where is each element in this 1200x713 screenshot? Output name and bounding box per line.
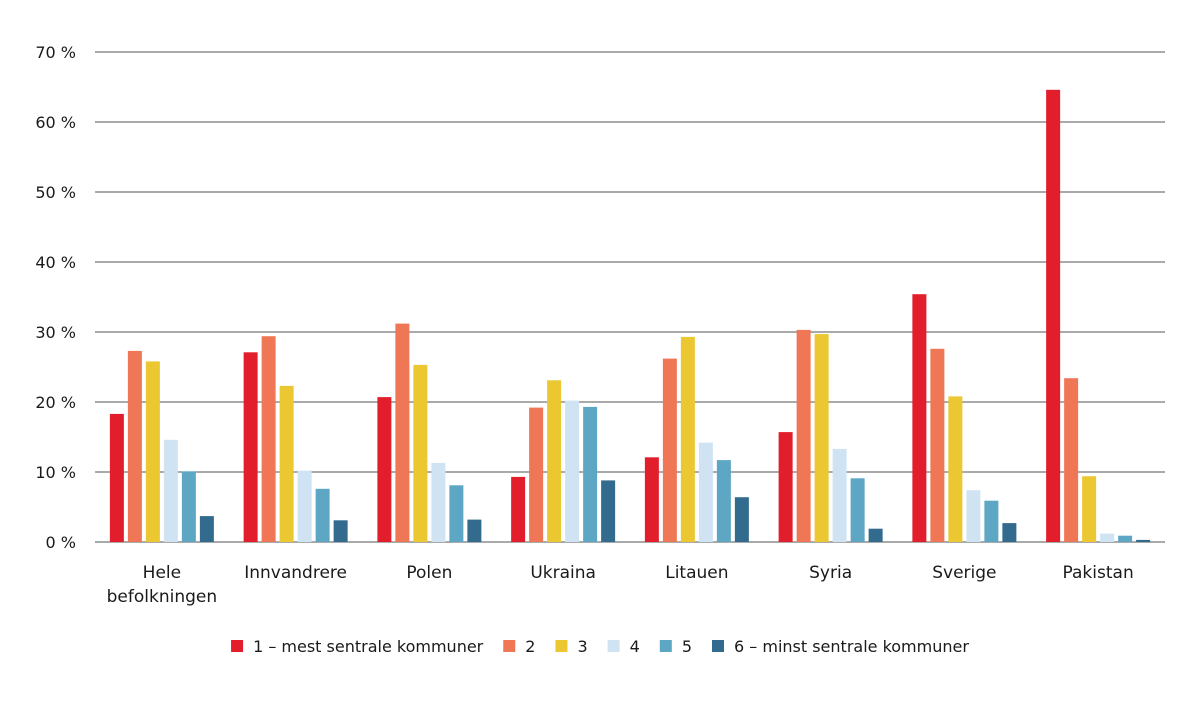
bar xyxy=(163,439,178,542)
bar xyxy=(449,485,464,542)
bar xyxy=(948,396,963,542)
bar xyxy=(698,442,713,542)
bar xyxy=(1002,523,1017,542)
bar xyxy=(279,385,294,542)
y-tick-label: 10 % xyxy=(35,463,76,482)
bar xyxy=(601,480,616,542)
x-tick-label: Innvandrere xyxy=(244,563,347,583)
bar xyxy=(145,361,160,542)
x-tick-label: Hele xyxy=(143,563,181,583)
bar xyxy=(716,460,731,542)
bar xyxy=(912,294,927,542)
bar xyxy=(127,350,142,542)
y-tick-label: 50 % xyxy=(35,183,76,202)
bar xyxy=(315,488,330,542)
bar xyxy=(814,334,829,542)
bar xyxy=(243,352,258,542)
bar xyxy=(778,432,793,542)
bar xyxy=(565,400,580,542)
bar xyxy=(431,462,446,542)
legend-item: 1 – mest sentrale kommuner xyxy=(231,637,484,656)
bar xyxy=(1118,535,1133,542)
bar xyxy=(930,348,945,542)
legend-swatch xyxy=(659,640,672,652)
x-tick-label: Pakistan xyxy=(1063,563,1134,583)
bar xyxy=(297,470,312,542)
legend-swatch xyxy=(503,640,516,652)
legend-label: 1 – mest sentrale kommuner xyxy=(253,637,484,656)
bar xyxy=(1064,378,1079,542)
bar xyxy=(832,448,847,542)
bars xyxy=(109,89,1151,543)
legend-label: 4 xyxy=(630,637,640,656)
legend-item: 4 xyxy=(607,637,640,656)
bar xyxy=(734,497,749,542)
bar xyxy=(984,500,999,542)
y-tick-label: 60 % xyxy=(35,113,76,132)
bar xyxy=(1136,539,1151,542)
x-tick-label: Syria xyxy=(809,563,852,583)
bar xyxy=(1082,476,1097,542)
x-tick-label: befolkningen xyxy=(107,587,218,607)
y-tick-label: 20 % xyxy=(35,393,76,412)
y-tick-label: 0 % xyxy=(46,533,76,552)
bar xyxy=(261,336,276,542)
legend-item: 2 xyxy=(503,637,535,656)
y-tick-label: 40 % xyxy=(35,253,76,272)
bar xyxy=(467,519,482,542)
y-axis-ticks: 0 % 10 % 20 % 30 % 40 % 50 % 60 % 70 % xyxy=(35,43,76,552)
bar xyxy=(680,336,695,542)
bar xyxy=(413,364,428,542)
legend: 1 – mest sentrale kommuner 2 3 4 5 6 – minst … xyxy=(231,637,969,656)
legend-swatch xyxy=(607,640,620,652)
legend-label: 2 xyxy=(525,637,535,656)
bar xyxy=(868,528,883,542)
x-tick-label: Sverige xyxy=(932,563,996,583)
bar xyxy=(529,407,544,542)
bar xyxy=(547,380,562,542)
bar xyxy=(662,358,677,542)
bar xyxy=(377,397,392,542)
legend-label: 3 xyxy=(577,637,587,656)
legend-label: 6 – minst sentrale kommuner xyxy=(734,637,969,656)
bar xyxy=(333,520,348,542)
x-tick-label: Litauen xyxy=(665,563,728,583)
x-tick-label: Polen xyxy=(406,563,452,583)
y-tick-label: 30 % xyxy=(35,323,76,342)
bar xyxy=(966,490,981,542)
legend-item: 6 – minst sentrale kommuner xyxy=(712,637,969,656)
legend-swatch xyxy=(555,640,568,652)
y-tick-label: 70 % xyxy=(35,43,76,62)
bar xyxy=(181,471,196,542)
legend-item: 3 xyxy=(555,637,588,656)
bar xyxy=(644,457,659,542)
bar xyxy=(1100,533,1115,542)
bar xyxy=(1046,89,1061,543)
x-axis-ticks: Hele befolkningen Innvandrere Polen Ukraina L… xyxy=(107,563,1134,607)
bar xyxy=(511,476,526,542)
bar xyxy=(583,406,598,542)
legend-item: 5 xyxy=(659,637,692,656)
bar xyxy=(199,516,214,542)
bar xyxy=(850,478,865,542)
x-tick-label: Ukraina xyxy=(530,563,596,583)
bar xyxy=(109,413,124,542)
legend-label: 5 xyxy=(682,637,692,656)
bar xyxy=(796,329,811,542)
legend-swatch xyxy=(712,640,724,652)
bar xyxy=(395,323,410,542)
legend-swatch xyxy=(231,640,244,652)
